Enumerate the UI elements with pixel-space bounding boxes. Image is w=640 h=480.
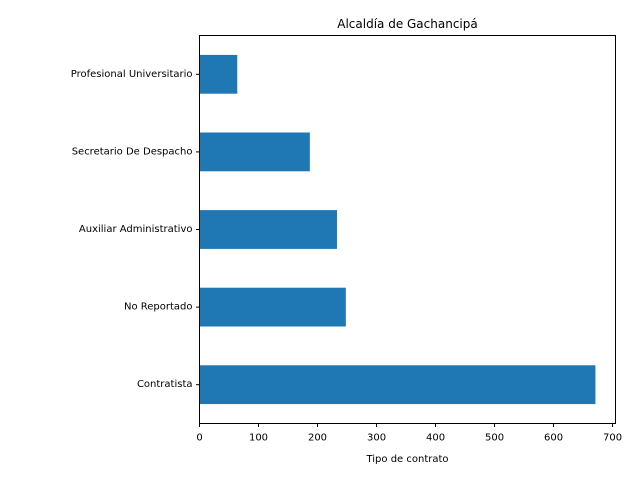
x-tick-label: 500 (485, 433, 504, 444)
y-tick-label: Auxiliar Administrativo (79, 224, 193, 235)
bars-group (199, 54, 596, 405)
x-tick-label: 300 (367, 433, 386, 444)
bar (199, 287, 346, 327)
x-tick-label: 400 (426, 433, 445, 444)
x-tick-label: 0 (196, 433, 202, 444)
x-tick-label: 100 (249, 433, 268, 444)
bar (199, 365, 596, 405)
x-axis: 0 100 200 300 400 500 600 700 (196, 423, 622, 444)
bar (199, 54, 238, 94)
y-tick-label: No Reportado (124, 302, 193, 313)
y-tick-label: Contratista (137, 379, 193, 390)
y-tick-label: Secretario De Despacho (72, 146, 193, 157)
x-tick-label: 200 (308, 433, 327, 444)
bar (199, 210, 337, 249)
y-axis: Contratista No Reportado Auxiliar Administ… (71, 69, 200, 390)
bar (199, 132, 310, 172)
y-tick-label: Profesional Universitario (71, 69, 193, 80)
x-tick-label: 600 (544, 433, 563, 444)
x-tick-label: 700 (603, 433, 622, 444)
chart-title: Alcaldía de Gachancipá (337, 17, 477, 31)
x-axis-title: Tipo de contrato (365, 454, 448, 465)
